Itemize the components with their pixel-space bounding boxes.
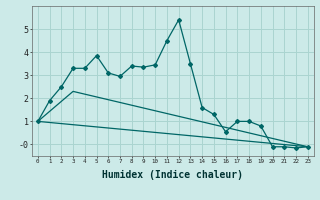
X-axis label: Humidex (Indice chaleur): Humidex (Indice chaleur) [102, 170, 243, 180]
